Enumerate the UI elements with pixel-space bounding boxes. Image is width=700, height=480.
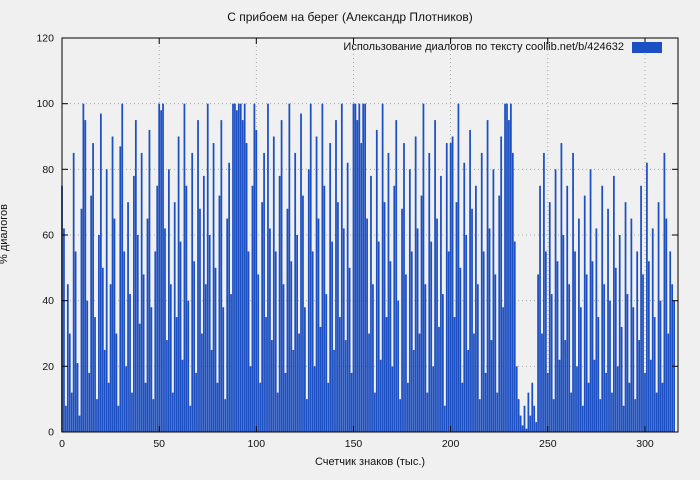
svg-text:60: 60 bbox=[42, 230, 54, 242]
svg-text:50: 50 bbox=[153, 438, 165, 450]
svg-text:80: 80 bbox=[42, 164, 54, 176]
legend: Использование диалогов по тексту coollib… bbox=[343, 41, 662, 53]
svg-text:40: 40 bbox=[42, 295, 54, 307]
svg-text:0: 0 bbox=[59, 438, 65, 450]
svg-text:250: 250 bbox=[539, 438, 557, 450]
svg-text:200: 200 bbox=[442, 438, 460, 450]
svg-text:120: 120 bbox=[36, 33, 54, 45]
chart-title: С прибоем на берег (Александр Плотников) bbox=[227, 10, 473, 24]
x-axis-label: Счетчик знаков (тыс.) bbox=[314, 456, 426, 468]
svg-text:100: 100 bbox=[36, 98, 54, 110]
svg-text:100: 100 bbox=[248, 438, 266, 450]
svg-text:150: 150 bbox=[345, 438, 363, 450]
svg-text:20: 20 bbox=[42, 361, 54, 373]
svg-text:0: 0 bbox=[48, 427, 54, 439]
legend-label: Использование диалогов по тексту coollib… bbox=[343, 41, 624, 53]
legend-swatch bbox=[632, 41, 662, 53]
svg-text:300: 300 bbox=[636, 438, 654, 450]
